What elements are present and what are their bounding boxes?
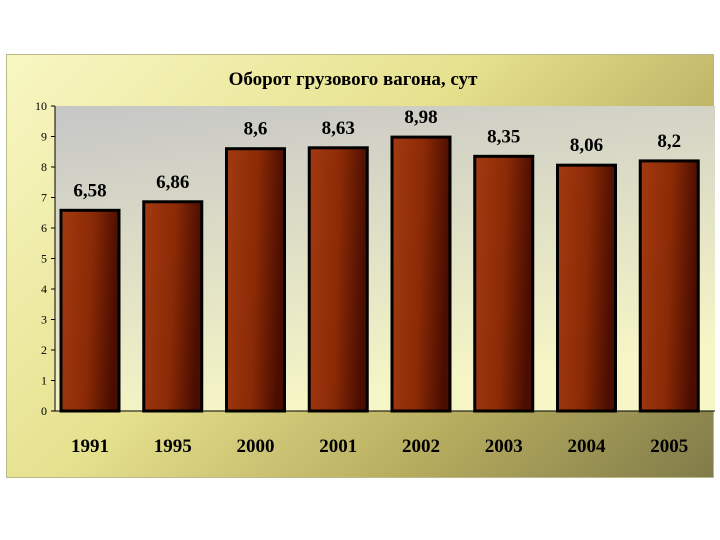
data-label-2005: 8,2 [657, 131, 681, 152]
bar-2004 [556, 163, 617, 413]
x-tick-label: 1995 [154, 436, 192, 457]
y-tick-label: 7 [41, 191, 47, 205]
x-tick-label: 2002 [402, 436, 440, 457]
y-tick-label: 4 [41, 282, 47, 296]
bar-2002 [390, 135, 452, 413]
y-tick-label: 0 [41, 404, 47, 418]
data-label-2002: 8,98 [404, 107, 437, 128]
bar-1991 [59, 208, 121, 413]
x-tick-label: 1991 [71, 436, 109, 457]
chart-frame: Оборот грузового вагона, сут 0 1 2 3 4 5 6 7 8 9 1… [6, 54, 715, 478]
bar-2005 [638, 159, 700, 413]
bar-2000 [225, 147, 286, 413]
y-axis: 0 1 2 3 4 5 6 7 8 9 10 [35, 99, 56, 418]
y-tick-label: 6 [41, 221, 47, 235]
x-tick-label: 2001 [319, 436, 357, 457]
bars-group: 6,58 6,86 8,6 8,63 8,98 8,35 8,06 8,2 [59, 107, 700, 413]
x-tick-label: 2000 [237, 436, 275, 457]
x-axis: 1991 1995 2000 2001 2002 2003 2004 2005 [55, 410, 715, 457]
data-label-2004: 8,06 [570, 135, 603, 156]
y-tick-label: 9 [41, 130, 47, 144]
data-label-2000: 8,6 [244, 119, 268, 140]
chart-title: Оборот грузового вагона, сут [229, 69, 479, 90]
data-label-2003: 8,35 [487, 126, 520, 147]
y-tick-label: 8 [41, 160, 47, 174]
data-label-1991: 6,58 [73, 180, 106, 201]
bar-2003 [473, 154, 535, 413]
data-label-2001: 8,63 [322, 118, 355, 139]
y-tick-label: 10 [35, 99, 47, 113]
y-tick-label: 3 [41, 313, 47, 327]
y-tick-label: 1 [41, 374, 47, 388]
x-tick-label: 2005 [650, 436, 688, 457]
y-tick-label: 5 [41, 252, 47, 266]
x-tick-label: 2003 [485, 436, 523, 457]
bar-1995 [142, 200, 204, 413]
data-label-1995: 6,86 [156, 172, 189, 193]
bar-chart: Оборот грузового вагона, сут 0 1 2 3 4 5 6 7 8 9 1… [35, 69, 715, 457]
bar-2001 [307, 146, 369, 413]
x-tick-label: 2004 [568, 436, 607, 457]
y-tick-label: 2 [41, 343, 47, 357]
